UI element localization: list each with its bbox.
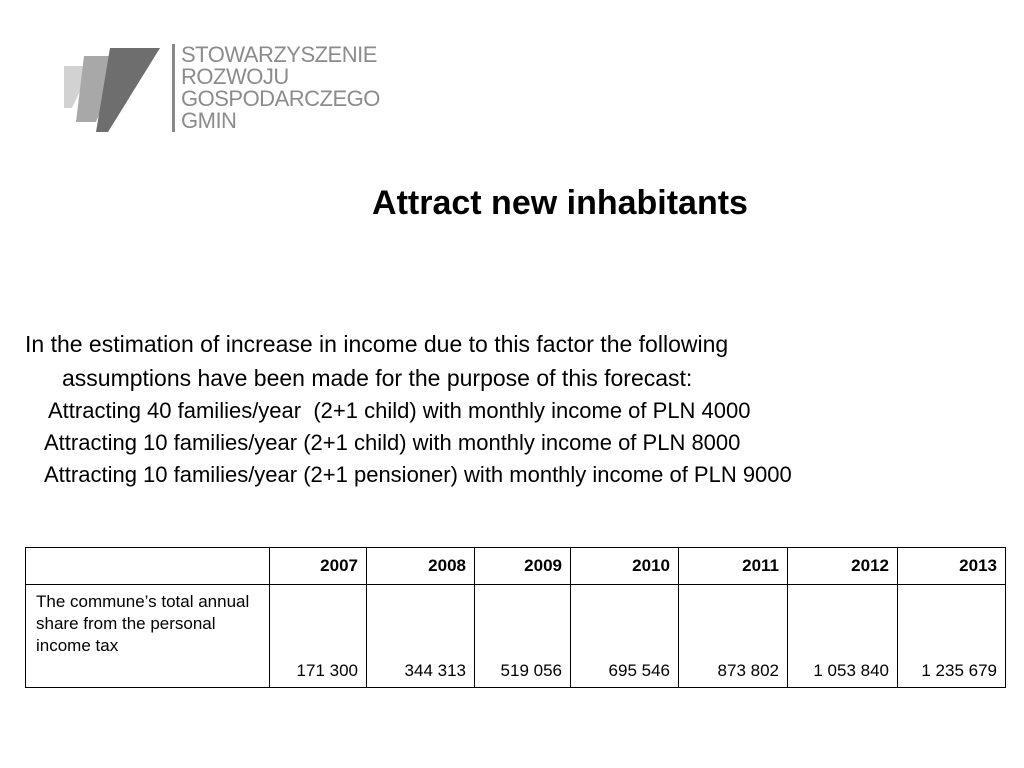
logo-graphic-icon (64, 48, 160, 132)
assumption-item: Attracting 10 families/year (2+1 pension… (44, 462, 792, 487)
header-year-2011: 2011 (678, 547, 788, 585)
value-cell-2007: 171 300 (269, 584, 367, 688)
value-cell-2012: 1 053 840 (787, 584, 898, 688)
value-cell-2013: 1 235 679 (897, 584, 1006, 688)
table-header-row: 2007 2008 2009 2010 2011 2012 2013 (25, 547, 1006, 585)
value-cell-2010: 695 546 (570, 584, 679, 688)
header-year-2013: 2013 (897, 547, 1006, 585)
logo-line: GMIN (181, 108, 237, 133)
intro-line-1: In the estimation of increase in income … (25, 331, 729, 357)
header-year-2012: 2012 (787, 547, 898, 585)
row-label: The commune’s total annual share from th… (25, 584, 270, 688)
assumption-item: Attracting 40 families/year (2+1 child) … (48, 398, 751, 423)
value-cell-2008: 344 313 (366, 584, 475, 688)
assumptions-list: Attracting 40 families/year (2+1 child) … (0, 395, 792, 491)
intro-text: In the estimation of increase in income … (25, 327, 925, 395)
header-empty-cell (25, 547, 270, 585)
header-year-2007: 2007 (269, 547, 367, 585)
header-year-2010: 2010 (570, 547, 679, 585)
table-row: The commune’s total annual share from th… (25, 584, 1006, 688)
header-year-2008: 2008 (366, 547, 475, 585)
logo: STOWARZYSZENIE ROZWOJU GOSPODARCZEGO GMI… (62, 44, 402, 136)
logo-line: GOSPODARCZEGO (181, 86, 380, 111)
logo-text: STOWARZYSZENIE ROZWOJU GOSPODARCZEGO GMI… (172, 44, 380, 132)
logo-line: ROZWOJU (181, 64, 289, 89)
logo-line: STOWARZYSZENIE (181, 42, 377, 67)
income-tax-table: 2007 2008 2009 2010 2011 2012 2013 The c… (25, 547, 1006, 688)
intro-line-2: assumptions have been made for the purpo… (62, 365, 693, 391)
page-title: Attract new inhabitants (372, 184, 748, 222)
assumption-item: Attracting 10 families/year (2+1 child) … (44, 430, 741, 455)
value-cell-2011: 873 802 (678, 584, 788, 688)
header-year-2009: 2009 (474, 547, 571, 585)
value-cell-2009: 519 056 (474, 584, 571, 688)
